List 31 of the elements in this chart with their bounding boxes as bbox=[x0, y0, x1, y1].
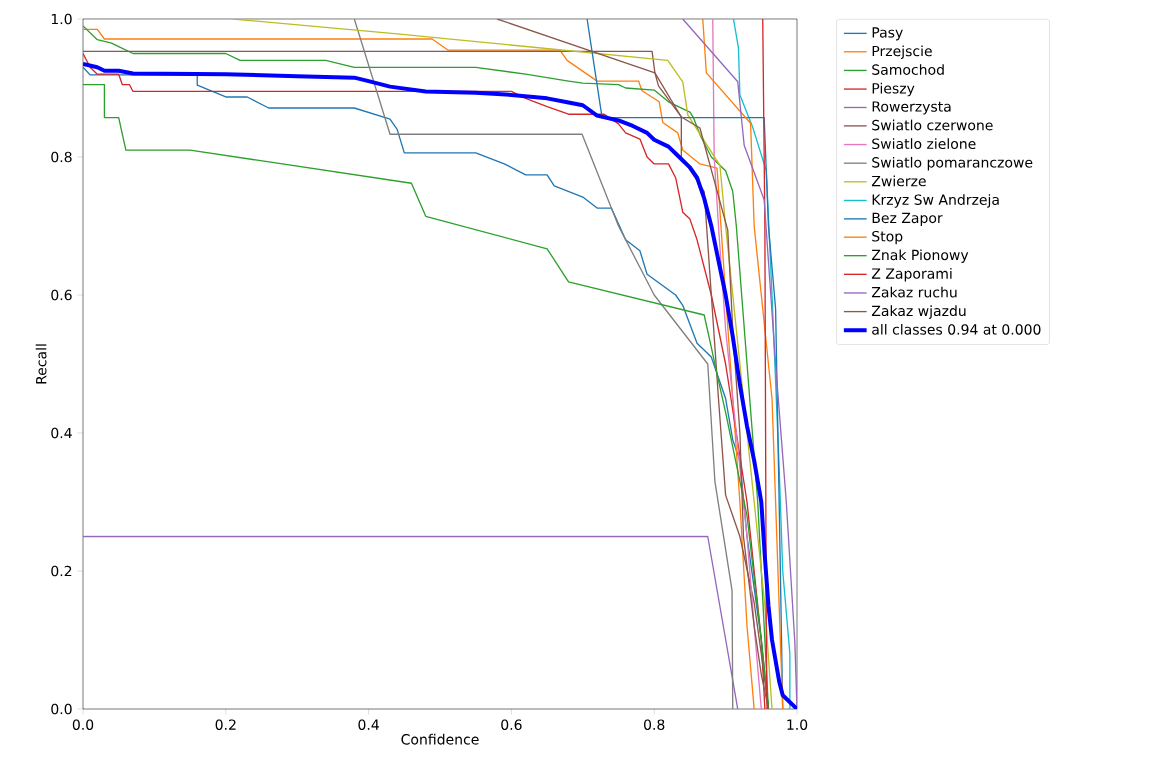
y-tick-label: 0.2 bbox=[51, 565, 72, 577]
x-tick-label: 0.2 bbox=[215, 719, 236, 730]
legend-label: Swiatlo zielone bbox=[872, 138, 976, 150]
x-tick-label: 0.0 bbox=[72, 719, 94, 730]
y-tick-label: 1.0 bbox=[51, 13, 72, 25]
legend-label: all classes 0.94 at 0.000 bbox=[872, 323, 1041, 335]
legend-label: Z Zaporami bbox=[871, 268, 952, 282]
y-tick-label: 0.6 bbox=[51, 289, 72, 301]
legend-label: Stop bbox=[872, 230, 903, 245]
x-tick-label: 0.4 bbox=[358, 719, 379, 730]
y-axis-title: Recall bbox=[35, 344, 47, 384]
legend-label: Pasy bbox=[872, 27, 903, 41]
legend-label: Pieszy bbox=[872, 82, 915, 97]
x-tick-label: 0.6 bbox=[501, 719, 522, 730]
legend-label: Swiatlo czerwone bbox=[872, 119, 993, 131]
legend-label: Zakaz wjazdu bbox=[871, 305, 966, 319]
legend-label: Zwierze bbox=[871, 175, 926, 187]
y-tick-label: 0.0 bbox=[51, 703, 72, 715]
legend-label: Swiatlo pomaranczowe bbox=[872, 156, 1033, 171]
legend-label: Krzyz Sw Andrzeja bbox=[872, 194, 999, 208]
legend-label: Przejscie bbox=[872, 45, 932, 60]
legend-label: Samochod bbox=[872, 64, 944, 75]
legend-label: Rowerzysta bbox=[872, 101, 951, 115]
y-tick-label: 0.8 bbox=[51, 151, 72, 163]
legend-label: Znak Pionowy bbox=[871, 249, 969, 263]
legend-label: Zakaz ruchu bbox=[871, 286, 957, 298]
x-tick-label: 1.0 bbox=[787, 719, 808, 730]
y-tick-label: 0.4 bbox=[51, 427, 72, 439]
x-tick-label: 0.8 bbox=[643, 719, 665, 730]
legend-label: Bez Zapor bbox=[872, 212, 943, 226]
x-axis-title: Confidence bbox=[401, 733, 479, 745]
